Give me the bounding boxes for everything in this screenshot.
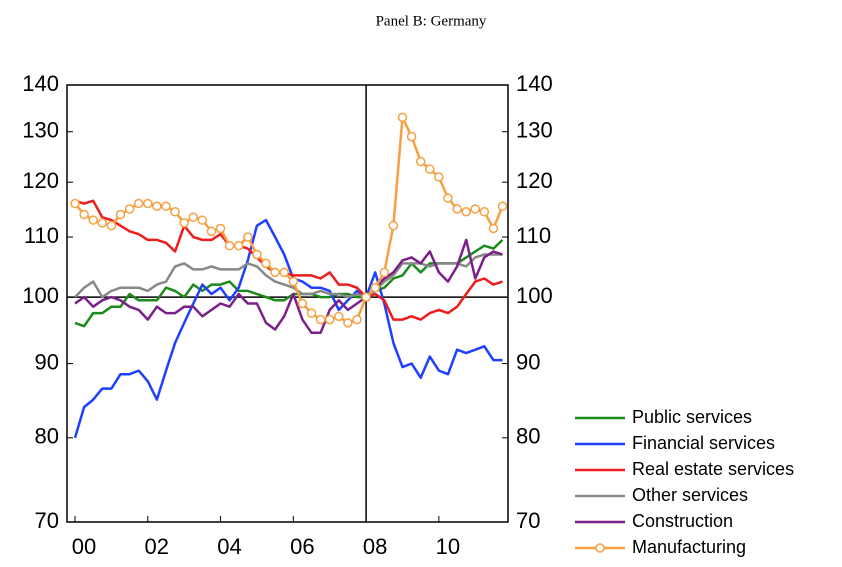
marker <box>270 267 280 278</box>
series-line <box>74 116 504 325</box>
legend-marker <box>595 543 605 553</box>
marker <box>206 226 217 237</box>
y2-tick-label: 70 <box>516 508 540 533</box>
marker <box>397 112 408 123</box>
marker <box>88 215 98 225</box>
y-tick-label: 70 <box>35 508 59 533</box>
marker <box>188 212 199 223</box>
y-tick-label: 140 <box>22 71 59 96</box>
marker <box>388 220 399 231</box>
marker <box>279 267 289 278</box>
series-line <box>73 218 503 439</box>
marker <box>406 131 417 142</box>
marker <box>243 232 253 242</box>
marker <box>197 215 208 225</box>
marker <box>443 193 453 203</box>
marker <box>179 218 189 228</box>
y-tick-label: 80 <box>35 424 59 449</box>
marker <box>334 311 344 322</box>
marker <box>370 282 380 293</box>
marker <box>315 314 326 325</box>
marker <box>152 201 162 212</box>
marker <box>224 240 235 251</box>
x-tick-label: 04 <box>217 534 241 559</box>
x-tick-label: 00 <box>72 534 96 559</box>
x-tick-label: 02 <box>145 534 169 559</box>
marker <box>306 308 317 318</box>
marker <box>415 156 426 167</box>
y-tick-label: 120 <box>22 168 59 193</box>
y2-tick-label: 90 <box>516 349 540 374</box>
marker <box>70 198 80 209</box>
marker <box>161 201 171 212</box>
y2-tick-label: 110 <box>516 223 551 248</box>
plot-frame <box>66 84 509 523</box>
legend-label: Real estate services <box>632 459 794 479</box>
legend-label: Other services <box>632 485 748 505</box>
x-tick-label: 08 <box>363 534 387 559</box>
legend-label: Manufacturing <box>632 537 746 557</box>
marker <box>479 207 490 217</box>
marker <box>470 204 481 214</box>
marker <box>343 318 353 328</box>
marker <box>352 314 362 325</box>
marker <box>97 218 108 228</box>
marker <box>324 314 335 325</box>
x-tick-label: 06 <box>290 534 314 559</box>
marker <box>79 209 89 220</box>
marker <box>361 292 371 302</box>
marker <box>252 249 262 260</box>
marker <box>497 201 508 212</box>
series-line <box>74 238 504 328</box>
series-line <box>74 238 503 335</box>
marker <box>133 198 144 209</box>
series-line <box>74 199 503 321</box>
y-tick-label: 100 <box>22 283 59 308</box>
marker <box>488 223 499 234</box>
legend-label: Public services <box>632 407 752 427</box>
y-tick-label: 130 <box>22 118 59 143</box>
legend-label: Construction <box>632 511 733 531</box>
y2-tick-label: 100 <box>516 283 553 308</box>
marker <box>143 198 153 209</box>
y-tick-label: 110 <box>24 223 59 248</box>
marker <box>106 220 117 231</box>
marker <box>170 207 180 217</box>
marker <box>115 209 126 220</box>
marker <box>215 223 226 234</box>
marker <box>452 204 462 214</box>
marker <box>461 207 471 217</box>
y2-tick-label: 80 <box>516 424 540 449</box>
marker <box>288 276 299 287</box>
marker <box>233 240 244 251</box>
marker <box>297 298 308 309</box>
x-tick-label: 10 <box>436 534 460 559</box>
marker <box>425 164 435 174</box>
chart-title: Panel B: Germany <box>376 13 487 29</box>
marker <box>434 172 444 182</box>
legend-label: Financial services <box>632 433 775 453</box>
y2-tick-label: 120 <box>516 168 553 193</box>
y2-tick-label: 140 <box>516 71 553 96</box>
y-tick-label: 90 <box>35 349 59 374</box>
y2-tick-label: 130 <box>516 118 553 143</box>
marker <box>124 204 135 214</box>
marker <box>379 267 390 278</box>
marker <box>261 258 271 269</box>
series-line <box>74 253 503 299</box>
